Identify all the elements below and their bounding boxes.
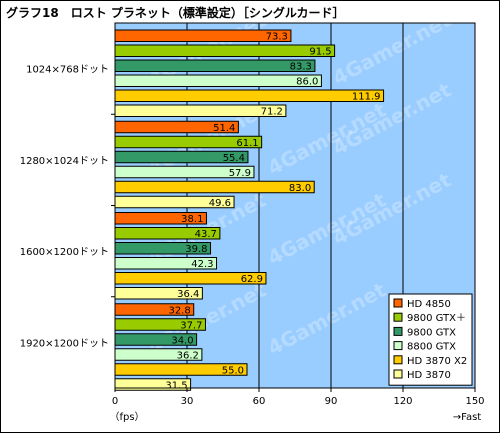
legend-label: 9800 GTX xyxy=(407,327,456,338)
plot-border xyxy=(114,22,476,389)
data-label: 34.0 xyxy=(171,335,193,346)
data-label: 71.2 xyxy=(261,107,283,118)
data-label: 37.7 xyxy=(180,320,202,331)
legend-label: HD 3870 X2 xyxy=(407,356,467,367)
legend-label: HD 4850 xyxy=(407,299,451,310)
bar xyxy=(114,180,315,194)
legend-label: HD 3870 xyxy=(407,370,451,381)
data-label: 49.6 xyxy=(209,198,231,209)
data-label: 91.5 xyxy=(309,47,331,58)
category-label: 1024×768ドット xyxy=(26,65,109,76)
category-label: 1280×1024ドット xyxy=(20,156,109,167)
chart-title: グラフ18 ロスト プラネット（標準設定）［シングルカード］ xyxy=(6,6,345,20)
legend-swatch xyxy=(393,298,403,308)
data-label: 61.1 xyxy=(236,138,258,149)
x-tick-label: 120 xyxy=(393,396,412,407)
x-tick-label: 30 xyxy=(181,396,194,407)
category-label: 1600×1200ドット xyxy=(20,247,109,258)
data-label: 57.9 xyxy=(229,168,251,179)
x-tick-label: 90 xyxy=(325,396,338,407)
data-label: 32.8 xyxy=(168,305,190,316)
data-label: 39.8 xyxy=(185,244,207,255)
x-fast-label: →Fast xyxy=(453,412,482,423)
data-label: 42.3 xyxy=(191,259,213,270)
bar xyxy=(114,74,322,87)
data-label: 111.9 xyxy=(352,92,381,103)
x-unit-label: （fps） xyxy=(109,411,144,423)
data-label: 51.4 xyxy=(213,123,235,134)
legend-swatch xyxy=(393,326,403,336)
bar xyxy=(114,44,336,57)
data-label: 38.1 xyxy=(181,214,203,225)
legend-swatch xyxy=(393,355,403,365)
data-label: 73.3 xyxy=(266,32,288,43)
legend-label: 8800 GTX xyxy=(407,342,456,353)
data-label: 36.2 xyxy=(177,350,199,361)
legend-label: 9800 GTX＋ xyxy=(407,313,466,324)
data-label: 86.0 xyxy=(296,77,318,88)
x-tick-label: 150 xyxy=(465,396,484,407)
legend-swatch xyxy=(393,369,403,379)
data-label: 55.4 xyxy=(223,153,245,164)
data-label: 36.4 xyxy=(177,289,199,300)
x-tick-label: 60 xyxy=(253,396,266,407)
legend-swatch xyxy=(393,341,403,351)
data-label: 31.5 xyxy=(165,380,187,391)
x-tick-label: 0 xyxy=(112,396,118,407)
legend-swatch xyxy=(393,312,403,322)
bar xyxy=(114,89,385,102)
category-label: 1920×1200ドット xyxy=(20,338,109,349)
data-label: 43.7 xyxy=(195,229,217,240)
data-label: 83.3 xyxy=(290,62,312,73)
bar xyxy=(114,59,316,72)
data-label: 83.0 xyxy=(289,183,311,194)
bar xyxy=(114,29,292,42)
data-label: 55.0 xyxy=(222,365,244,376)
data-label: 62.9 xyxy=(241,274,263,285)
legend-box xyxy=(388,293,473,386)
